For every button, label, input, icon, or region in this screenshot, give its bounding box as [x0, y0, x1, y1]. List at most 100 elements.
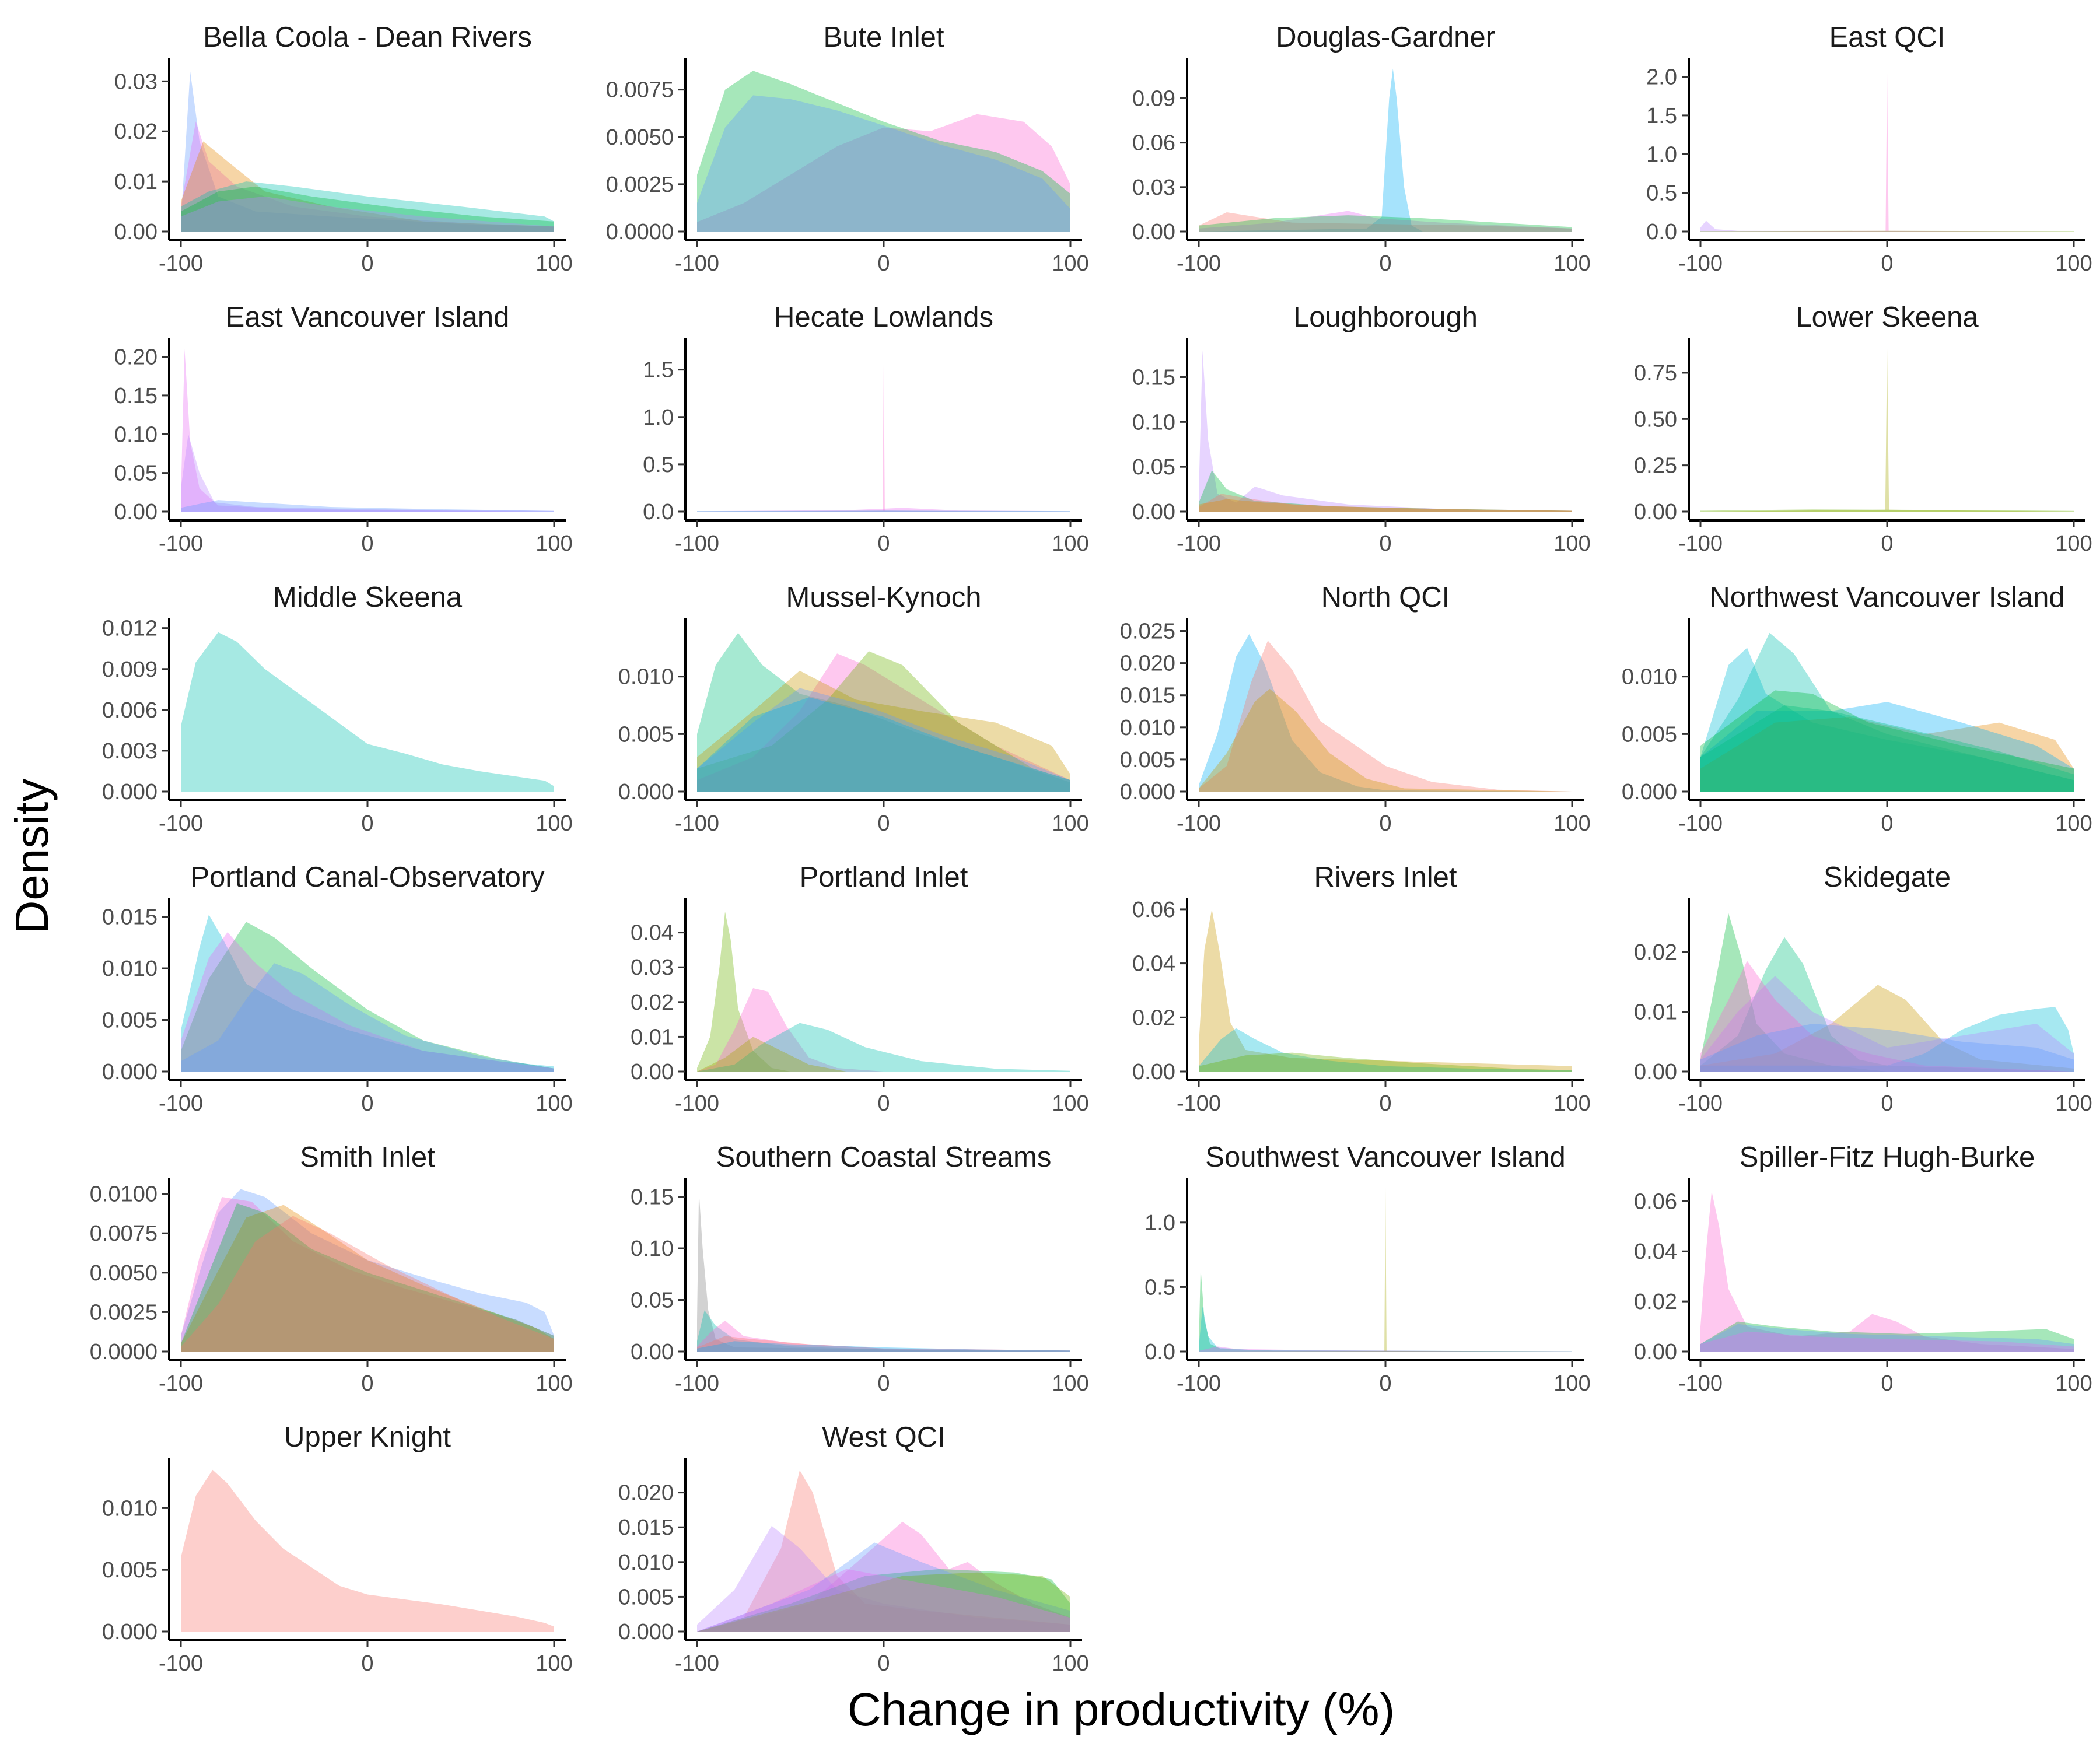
density-area	[697, 114, 1070, 232]
y-tick-label: 0.006	[102, 698, 158, 723]
x-tick-label: 100	[1052, 531, 1088, 556]
y-tick-label: 0.05	[1132, 455, 1175, 480]
y-tick-label: 1.5	[643, 358, 674, 383]
y-tick-label: 0.0050	[606, 125, 674, 150]
density-area	[181, 186, 554, 232]
y-tick-label: 0.50	[1634, 407, 1677, 432]
x-tick-label: 100	[536, 251, 572, 276]
density-area	[181, 632, 554, 792]
density-area	[697, 1341, 1070, 1352]
density-area	[1700, 1024, 2074, 1072]
density-area	[181, 922, 554, 1072]
y-tick-label: 0.06	[1634, 1189, 1677, 1214]
density-area	[181, 121, 554, 232]
y-tick-label: 0.0	[1144, 1340, 1175, 1364]
x-tick-label: -100	[159, 251, 203, 276]
density-area	[1700, 1321, 2074, 1352]
x-tick-label: 0	[361, 531, 373, 556]
facet-panel: Portland Inlet -100 0 100 0.00 0.01 0.02 0.03 0.…	[631, 862, 1089, 1116]
y-tick-label: 0.000	[102, 1620, 158, 1644]
y-tick-label: 0.04	[1132, 952, 1175, 977]
panel-title: Mussel-Kynoch	[786, 582, 982, 613]
density-area	[1199, 350, 1572, 512]
density-area	[1700, 705, 2074, 792]
y-tick-label: 0.00	[1634, 1340, 1677, 1364]
y-tick-label: 0.015	[1120, 684, 1175, 708]
y-tick-label: 0.02	[1132, 1006, 1175, 1030]
facet-panel: Loughborough -100 0 100 0.00 0.05 0.10 0.15	[1132, 302, 1591, 556]
y-tick-label: 0.01	[114, 170, 158, 194]
x-tick-label: 0	[1379, 1091, 1391, 1116]
density-area	[181, 932, 554, 1072]
y-tick-label: 0.10	[631, 1237, 674, 1261]
density-area	[1700, 1331, 2074, 1352]
y-tick-label: 0.00	[1132, 500, 1175, 524]
y-tick-label: 0.015	[618, 1516, 674, 1540]
density-area	[697, 688, 1070, 792]
x-tick-label: 0	[877, 1651, 890, 1676]
panel-title: Northwest Vancouver Island	[1709, 582, 2064, 613]
x-axis-title: Change in productivity (%)	[848, 1684, 1395, 1735]
x-tick-label: 0	[1881, 251, 1893, 276]
y-tick-label: 0.06	[1132, 898, 1175, 922]
density-area	[1700, 913, 2074, 1072]
y-tick-label: 0.01	[1634, 1000, 1677, 1025]
x-tick-label: 100	[1052, 811, 1088, 836]
x-tick-label: 100	[1052, 1091, 1088, 1116]
density-area	[1700, 509, 2074, 512]
facet-panel: East Vancouver Island -100 0 100 0.00 0.05 0.1…	[114, 302, 573, 556]
facet-panel: West QCI -100 0 100 0.000 0.005 0.010 0.015 0.02…	[618, 1422, 1089, 1676]
y-tick-label: 0.02	[1634, 1290, 1677, 1314]
x-tick-label: 0	[361, 811, 373, 836]
x-tick-label: 0	[361, 251, 373, 276]
panel-title: Hecate Lowlands	[774, 302, 993, 333]
y-tick-label: 0.03	[1132, 176, 1175, 200]
y-tick-label: 0.00	[1132, 1060, 1175, 1084]
density-area	[181, 1203, 554, 1352]
x-tick-label: 0	[1379, 251, 1391, 276]
density-area	[1199, 640, 1572, 792]
x-tick-label: 100	[1553, 1371, 1590, 1396]
facet-panel: Upper Knight -100 0 100 0.000 0.005 0.010	[102, 1422, 573, 1676]
y-tick-label: 0.09	[1132, 86, 1175, 111]
density-area	[697, 653, 1070, 792]
y-tick-label: 0.5	[643, 453, 674, 477]
x-tick-label: 0	[877, 531, 890, 556]
facet-panel: Bella Coola - Dean Rivers -100 0 100 0.00 0.0…	[114, 22, 573, 276]
y-tick-label: 0.0000	[606, 220, 674, 244]
density-area	[1700, 1324, 2074, 1352]
x-tick-label: -100	[1678, 811, 1723, 836]
x-tick-label: 0	[1379, 1371, 1391, 1396]
panel-title: West QCI	[822, 1422, 945, 1453]
x-tick-label: 100	[2055, 1091, 2092, 1116]
x-tick-label: 100	[1553, 531, 1590, 556]
facet-panel: North QCI -100 0 100 0.000 0.005 0.010 0.015 0.0…	[1120, 582, 1591, 836]
y-tick-label: 0.0075	[606, 78, 674, 103]
y-tick-label: 0.20	[114, 345, 158, 370]
density-area	[181, 71, 554, 232]
panel-title: Lower Skeena	[1796, 302, 1979, 333]
y-axis-title: Density	[6, 779, 58, 935]
y-tick-label: 0.0100	[90, 1182, 158, 1207]
panel-title: Upper Knight	[284, 1422, 451, 1453]
density-area	[1199, 212, 1572, 232]
y-tick-label: 0.15	[631, 1185, 674, 1210]
y-tick-label: 0.010	[618, 665, 674, 690]
facet-panel: Bute Inlet -100 0 100 0.0000 0.0025 0.0050 0.00…	[606, 22, 1089, 276]
density-area	[697, 632, 1070, 792]
density-area	[1199, 499, 1572, 512]
x-tick-label: 100	[536, 811, 572, 836]
x-tick-label: -100	[675, 251, 719, 276]
density-area	[697, 1470, 1070, 1632]
x-tick-label: 0	[1881, 811, 1893, 836]
y-tick-label: 0.005	[618, 722, 674, 747]
y-tick-label: 0.25	[1634, 454, 1677, 478]
y-tick-label: 0.000	[618, 1620, 674, 1644]
density-area	[1700, 1007, 2074, 1072]
y-tick-label: 0.03	[114, 69, 158, 94]
y-tick-label: 0.02	[114, 120, 158, 144]
x-tick-label: 0	[1881, 1091, 1893, 1116]
panel-title: East QCI	[1829, 22, 1945, 53]
density-area	[697, 1191, 1070, 1352]
facet-panel: Spiller-Fitz Hugh-Burke -100 0 100 0.00 0.02 0…	[1634, 1142, 2092, 1396]
